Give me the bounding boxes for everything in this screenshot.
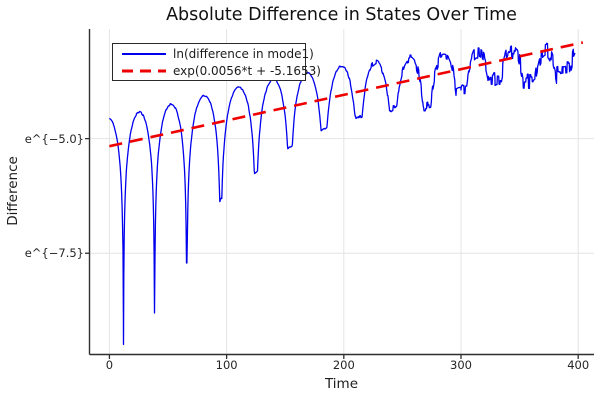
y-tick-label: e^{−5.0}: [24, 131, 84, 146]
chart-title: Absolute Difference in States Over Time: [166, 5, 517, 25]
legend-entry-series: ln(difference in mode1): [121, 46, 314, 62]
x-tick-label: 0: [105, 358, 114, 372]
legend-entry-label: ln(difference in mode1): [173, 46, 314, 61]
x-tick-label: 200: [332, 358, 355, 372]
fit-line-exponential: [109, 41, 584, 148]
legend-line-sample-solid: [122, 52, 166, 55]
legend: ln(difference in mode1) exp(0.0056*t + -…: [112, 43, 321, 81]
y-tick-label: e^{−7.5}: [24, 246, 84, 261]
legend-entry-label: exp(0.0056*t + -5.1653): [173, 63, 321, 78]
x-axis-label: Time: [324, 376, 359, 392]
series-line-difference: [109, 42, 576, 346]
x-tick-label: 300: [450, 358, 472, 372]
x-tick-label: 400: [567, 358, 590, 372]
x-tick-label: 100: [215, 358, 238, 372]
legend-entry-fit: exp(0.0056*t + -5.1653): [121, 63, 321, 79]
legend-line-sample-dashed: [122, 69, 166, 72]
y-axis-label-text: Difference: [5, 156, 21, 226]
